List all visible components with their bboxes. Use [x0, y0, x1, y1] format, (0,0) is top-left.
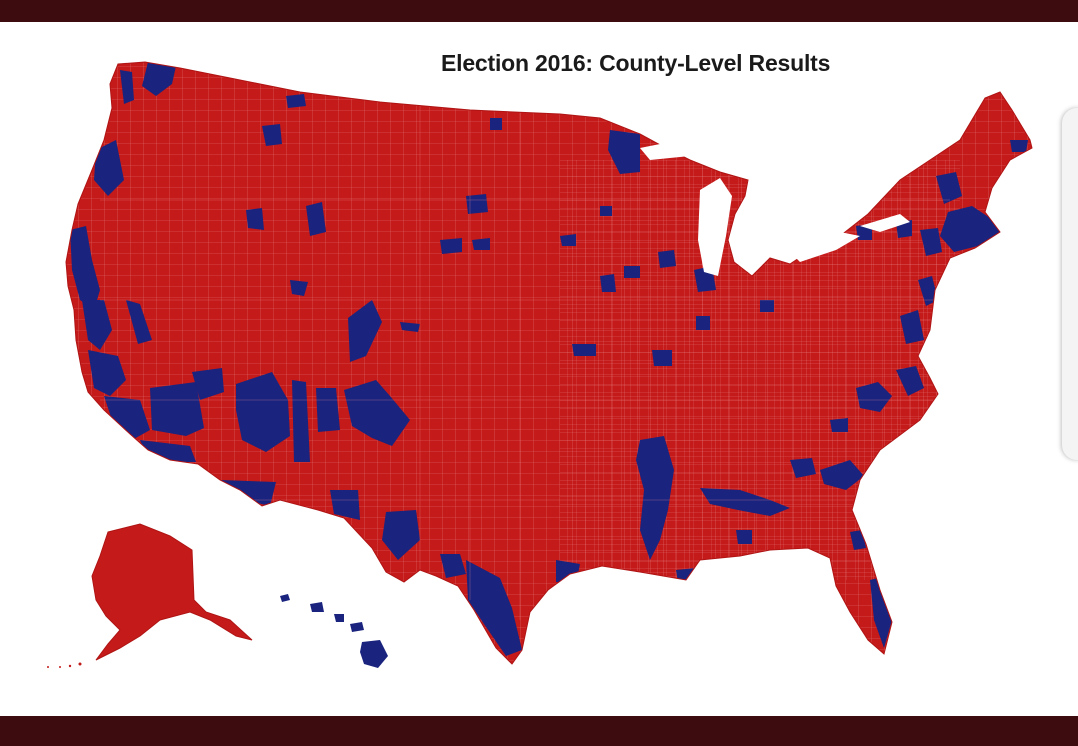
hawaii [280, 594, 388, 668]
bottom-frame-bar [0, 716, 1078, 746]
contiguous-us [60, 60, 1040, 680]
drawer-handle-icon[interactable] [1062, 108, 1078, 460]
alaska [47, 524, 252, 668]
map-title: Election 2016: County-Level Results [441, 50, 830, 77]
